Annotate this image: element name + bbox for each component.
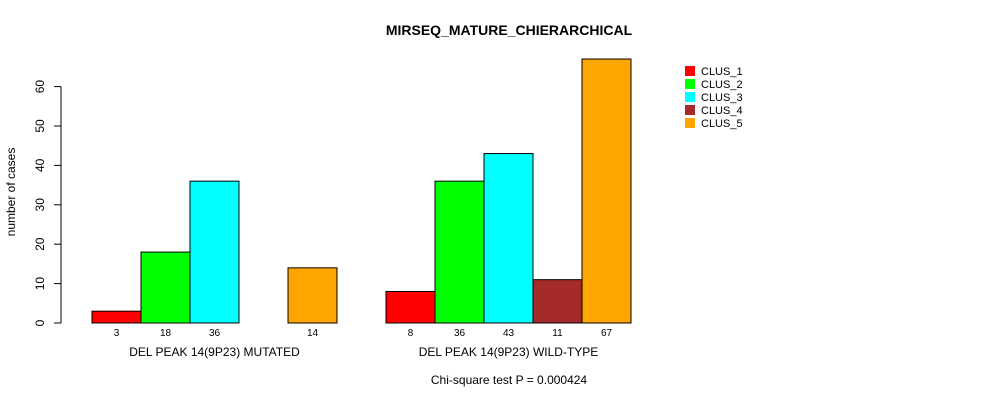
y-axis: 0 10 20 30 40 50 60 [33, 80, 62, 326]
legend-label: CLUS_2 [701, 79, 743, 91]
bar-value-label: 36 [454, 328, 466, 339]
legend-label: CLUS_4 [701, 105, 743, 117]
y-tick-label: 50 [33, 119, 47, 133]
legend-swatch [685, 79, 695, 89]
y-tick-label: 40 [33, 158, 47, 172]
category-label: DEL PEAK 14(9P23) MUTATED [129, 345, 300, 359]
bar-clus-5 [287, 267, 338, 324]
bar-clus-3 [189, 180, 240, 324]
y-tick-label: 20 [33, 237, 47, 251]
bar-clus-2 [140, 251, 191, 324]
bar-clus-5 [581, 58, 632, 324]
chi-square-footnote: Chi-square test P = 0.000424 [431, 373, 588, 387]
bar-value-label: 8 [408, 328, 414, 339]
legend-label: CLUS_1 [701, 66, 743, 78]
legend-label: CLUS_5 [701, 118, 743, 130]
chart-title: MIRSEQ_MATURE_CHIERARCHICAL [386, 22, 633, 38]
category-label: DEL PEAK 14(9P23) WILD-TYPE [419, 345, 599, 359]
bar-clus-1 [91, 310, 142, 324]
bar-value-label: 67 [601, 328, 613, 339]
legend-label: CLUS_3 [701, 92, 743, 104]
legend-swatch [685, 66, 695, 76]
bar-clus-2 [434, 180, 485, 324]
y-tick-label: 60 [33, 80, 47, 94]
bar-clus-4 [532, 279, 583, 324]
legend-swatch [685, 92, 695, 102]
bar-value-label: 14 [307, 328, 319, 339]
bar-value-label: 43 [503, 328, 515, 339]
bar-value-label: 3 [114, 328, 120, 339]
y-axis-label: number of cases [4, 148, 18, 237]
y-tick-label: 10 [33, 277, 47, 291]
bars: 3 18 36 14 8 36 43 11 67 [91, 58, 632, 339]
legend-swatch [685, 105, 695, 115]
y-tick-label: 0 [33, 319, 47, 326]
x-axis-labels: DEL PEAK 14(9P23) MUTATED DEL PEAK 14(9P2… [129, 345, 598, 359]
legend-swatch [685, 118, 695, 128]
bar-value-label: 36 [209, 328, 221, 339]
bar-value-label: 18 [160, 328, 172, 339]
bar-clus-3 [483, 153, 534, 324]
bar-value-label: 11 [552, 328, 563, 339]
y-tick-label: 30 [33, 198, 47, 212]
bar-clus-1 [385, 290, 436, 324]
